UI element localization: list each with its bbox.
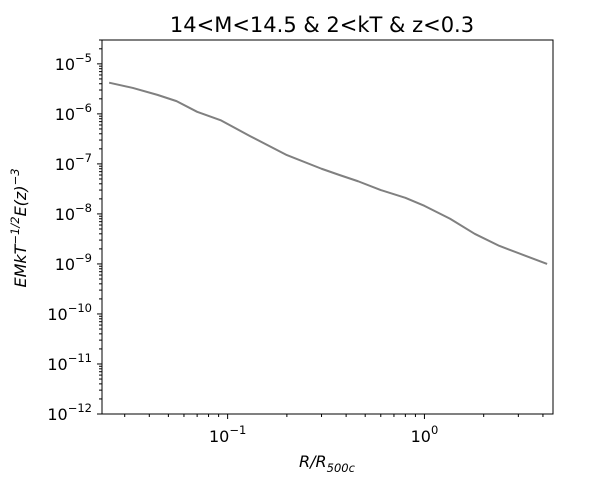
x-axis-label: R/R500c	[299, 452, 356, 475]
y-tick-label: 10−12	[47, 401, 92, 424]
plot-frame	[101, 39, 554, 415]
x-tick-label: 10−1	[209, 423, 246, 446]
series-line-profile	[108, 81, 548, 265]
y-tick-label: 10−7	[55, 151, 92, 174]
x-tick-label: 100	[411, 423, 439, 446]
y-tick-label: 10−6	[55, 101, 92, 124]
x-axis: 10−1 100	[124, 414, 544, 446]
y-tick-label: 10−10	[47, 301, 92, 324]
y-tick-label: 10−8	[55, 201, 92, 224]
series-layer	[108, 81, 548, 265]
y-tick-label: 10−9	[55, 251, 92, 274]
y-tick-label: 10−5	[55, 51, 92, 74]
y-axis-label: EMkT−1/2E(z)−3	[8, 168, 30, 287]
y-tick-label: 10−11	[47, 351, 92, 374]
y-axis: 10−5 10−6 10−7 10−8 10−9 10−10 10−11 10−12	[47, 39, 102, 424]
chart-title: 14<M<14.5 & 2<kT & z<0.3	[170, 13, 474, 37]
